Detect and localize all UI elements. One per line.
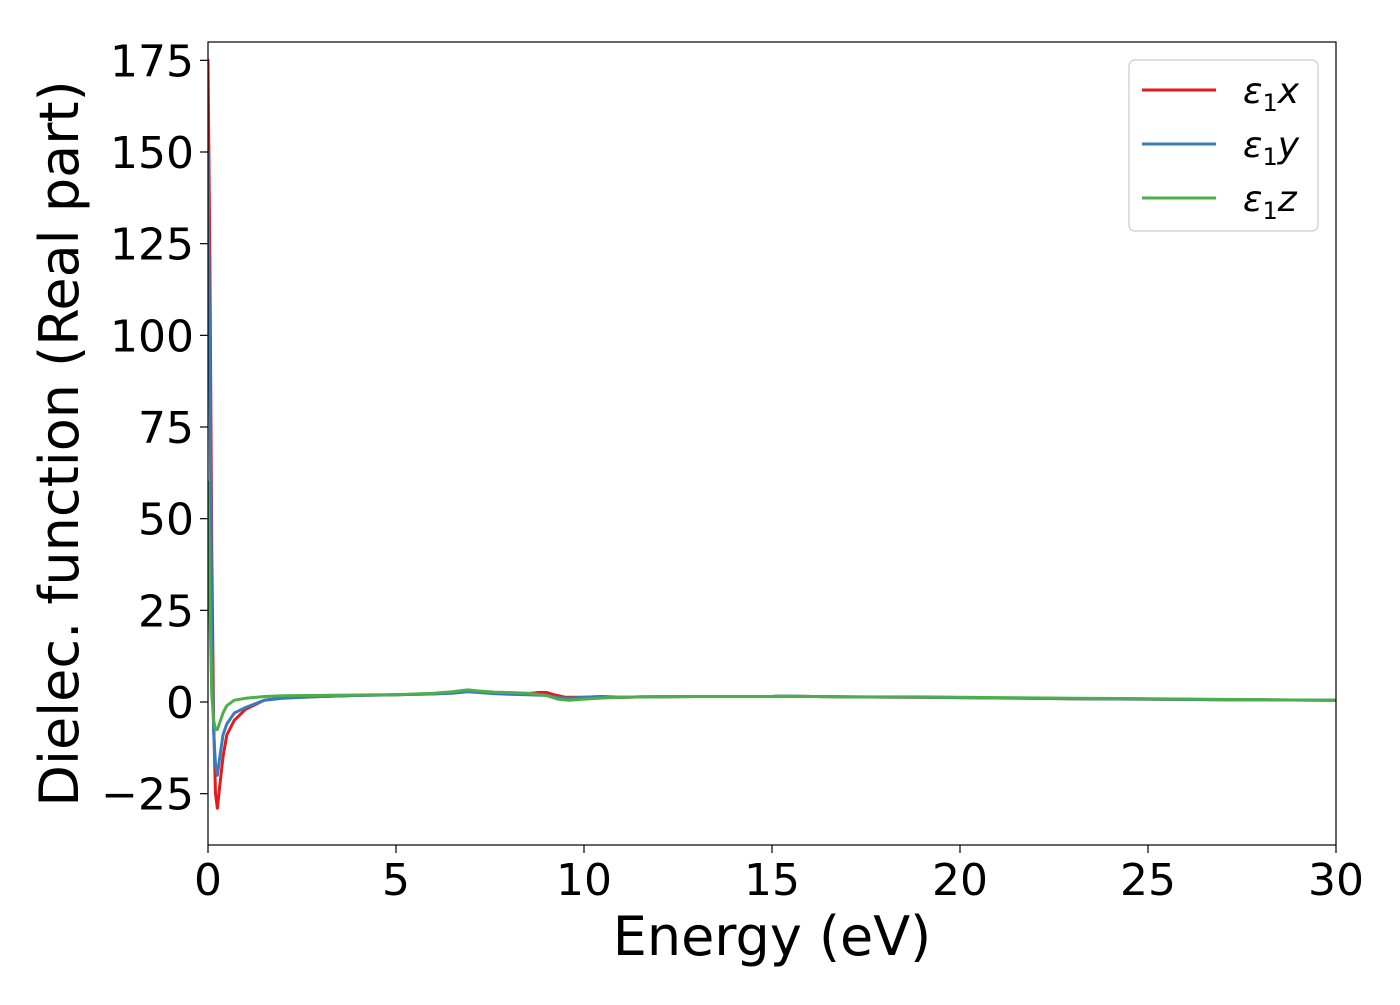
x-axis-label: Energy (eV) <box>613 905 932 968</box>
series-line-y <box>208 150 1336 777</box>
y-tick-label: 75 <box>138 403 194 454</box>
x-tick-label: 30 <box>1308 855 1364 906</box>
x-tick-label: 10 <box>556 855 612 906</box>
legend: ε1x ε1y ε1z <box>1128 59 1319 232</box>
y-tick-label: 50 <box>138 495 194 546</box>
x-axis-ticks: 0 5 10 15 20 25 30 <box>194 845 1364 906</box>
x-tick-label: 20 <box>932 855 988 906</box>
y-axis-ticks: −25 0 25 50 75 100 125 150 175 <box>101 36 208 821</box>
series-layer <box>208 58 1336 810</box>
x-tick-label: 0 <box>194 855 222 906</box>
y-tick-label: 25 <box>138 586 194 637</box>
y-tick-label: 175 <box>110 36 194 87</box>
x-tick-label: 25 <box>1120 855 1176 906</box>
x-tick-label: 5 <box>382 855 410 906</box>
y-tick-label: 100 <box>110 311 194 362</box>
y-tick-label: 150 <box>110 128 194 179</box>
y-tick-label: 125 <box>110 220 194 271</box>
y-tick-label: −25 <box>101 770 194 821</box>
legend-label-y: ε1y <box>1243 125 1300 171</box>
y-tick-label: 0 <box>166 678 194 729</box>
x-tick-label: 15 <box>744 855 800 906</box>
legend-label-z: ε1z <box>1243 179 1298 225</box>
series-line-z <box>208 480 1336 731</box>
legend-box <box>1128 59 1319 232</box>
y-axis-label: Dielec. function (Real part) <box>28 80 91 806</box>
legend-label-x: ε1x <box>1243 71 1300 117</box>
